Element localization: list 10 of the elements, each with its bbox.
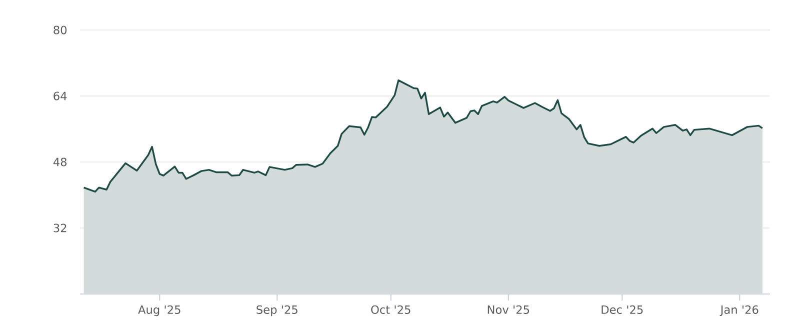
x-tick-label: Aug '25 bbox=[138, 305, 180, 316]
y-tick-label: 32 bbox=[54, 224, 66, 232]
x-tick-label: Jan '26 bbox=[720, 305, 758, 316]
x-tick-label: Nov '25 bbox=[488, 305, 530, 314]
y-tick-label: 48 bbox=[53, 158, 67, 166]
x-tick-label: Oct '25 bbox=[371, 305, 410, 314]
y-tick-label: 64 bbox=[54, 92, 67, 100]
x-tick-label: Dec '25 bbox=[602, 305, 643, 314]
y-tick-label: 80 bbox=[54, 26, 67, 34]
x-tick-label: Sep '25 bbox=[256, 305, 298, 316]
